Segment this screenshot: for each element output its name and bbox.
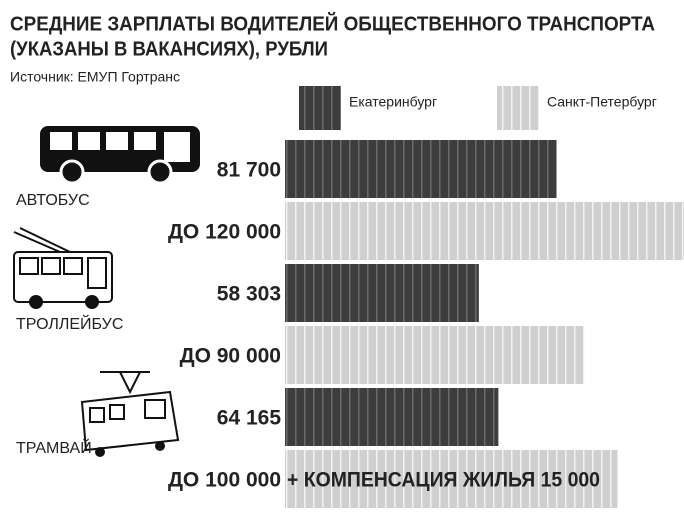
value-label: ДО 100 000 — [168, 469, 281, 492]
category-label: АВТОБУС — [16, 192, 90, 209]
bar — [285, 264, 479, 322]
legend-swatch — [497, 86, 539, 130]
annotation: + КОМПЕНСАЦИЯ ЖИЛЬЯ 15 000 — [287, 469, 600, 492]
category-label: ТРОЛЛЕЙБУС — [16, 314, 123, 333]
bar — [285, 388, 498, 446]
chart: СРЕДНИЕ ЗАРПЛАТЫ ВОДИТЕЛЕЙ ОБЩЕСТВЕННОГО… — [0, 0, 684, 512]
value-label: ДО 120 000 — [168, 221, 281, 244]
category-label: ТРАМВАЙ — [16, 438, 92, 457]
chart-title: СРЕДНИЕ ЗАРПЛАТЫ ВОДИТЕЛЕЙ ОБЩЕСТВЕННОГО… — [10, 11, 655, 35]
value-label: 64 165 — [217, 407, 282, 430]
chart-title: (УКАЗАНЫ В ВАКАНСИЯХ), РУБЛИ — [10, 38, 328, 60]
chart-subtitle: Источник: ЕМУП Гортранс — [10, 69, 180, 85]
value-label: ДО 90 000 — [180, 345, 281, 368]
value-label: 81 700 — [217, 159, 281, 182]
trolleybus-icon — [14, 228, 112, 308]
bus-icon — [40, 126, 200, 183]
bar — [285, 140, 557, 198]
value-label: 58 303 — [217, 283, 281, 306]
legend-label: Санкт-Петербург — [547, 94, 657, 110]
legend-label: Екатеринбург — [349, 94, 437, 110]
tram-icon — [82, 372, 178, 456]
bar — [285, 202, 684, 260]
bar — [285, 326, 584, 384]
legend-swatch — [299, 86, 341, 130]
